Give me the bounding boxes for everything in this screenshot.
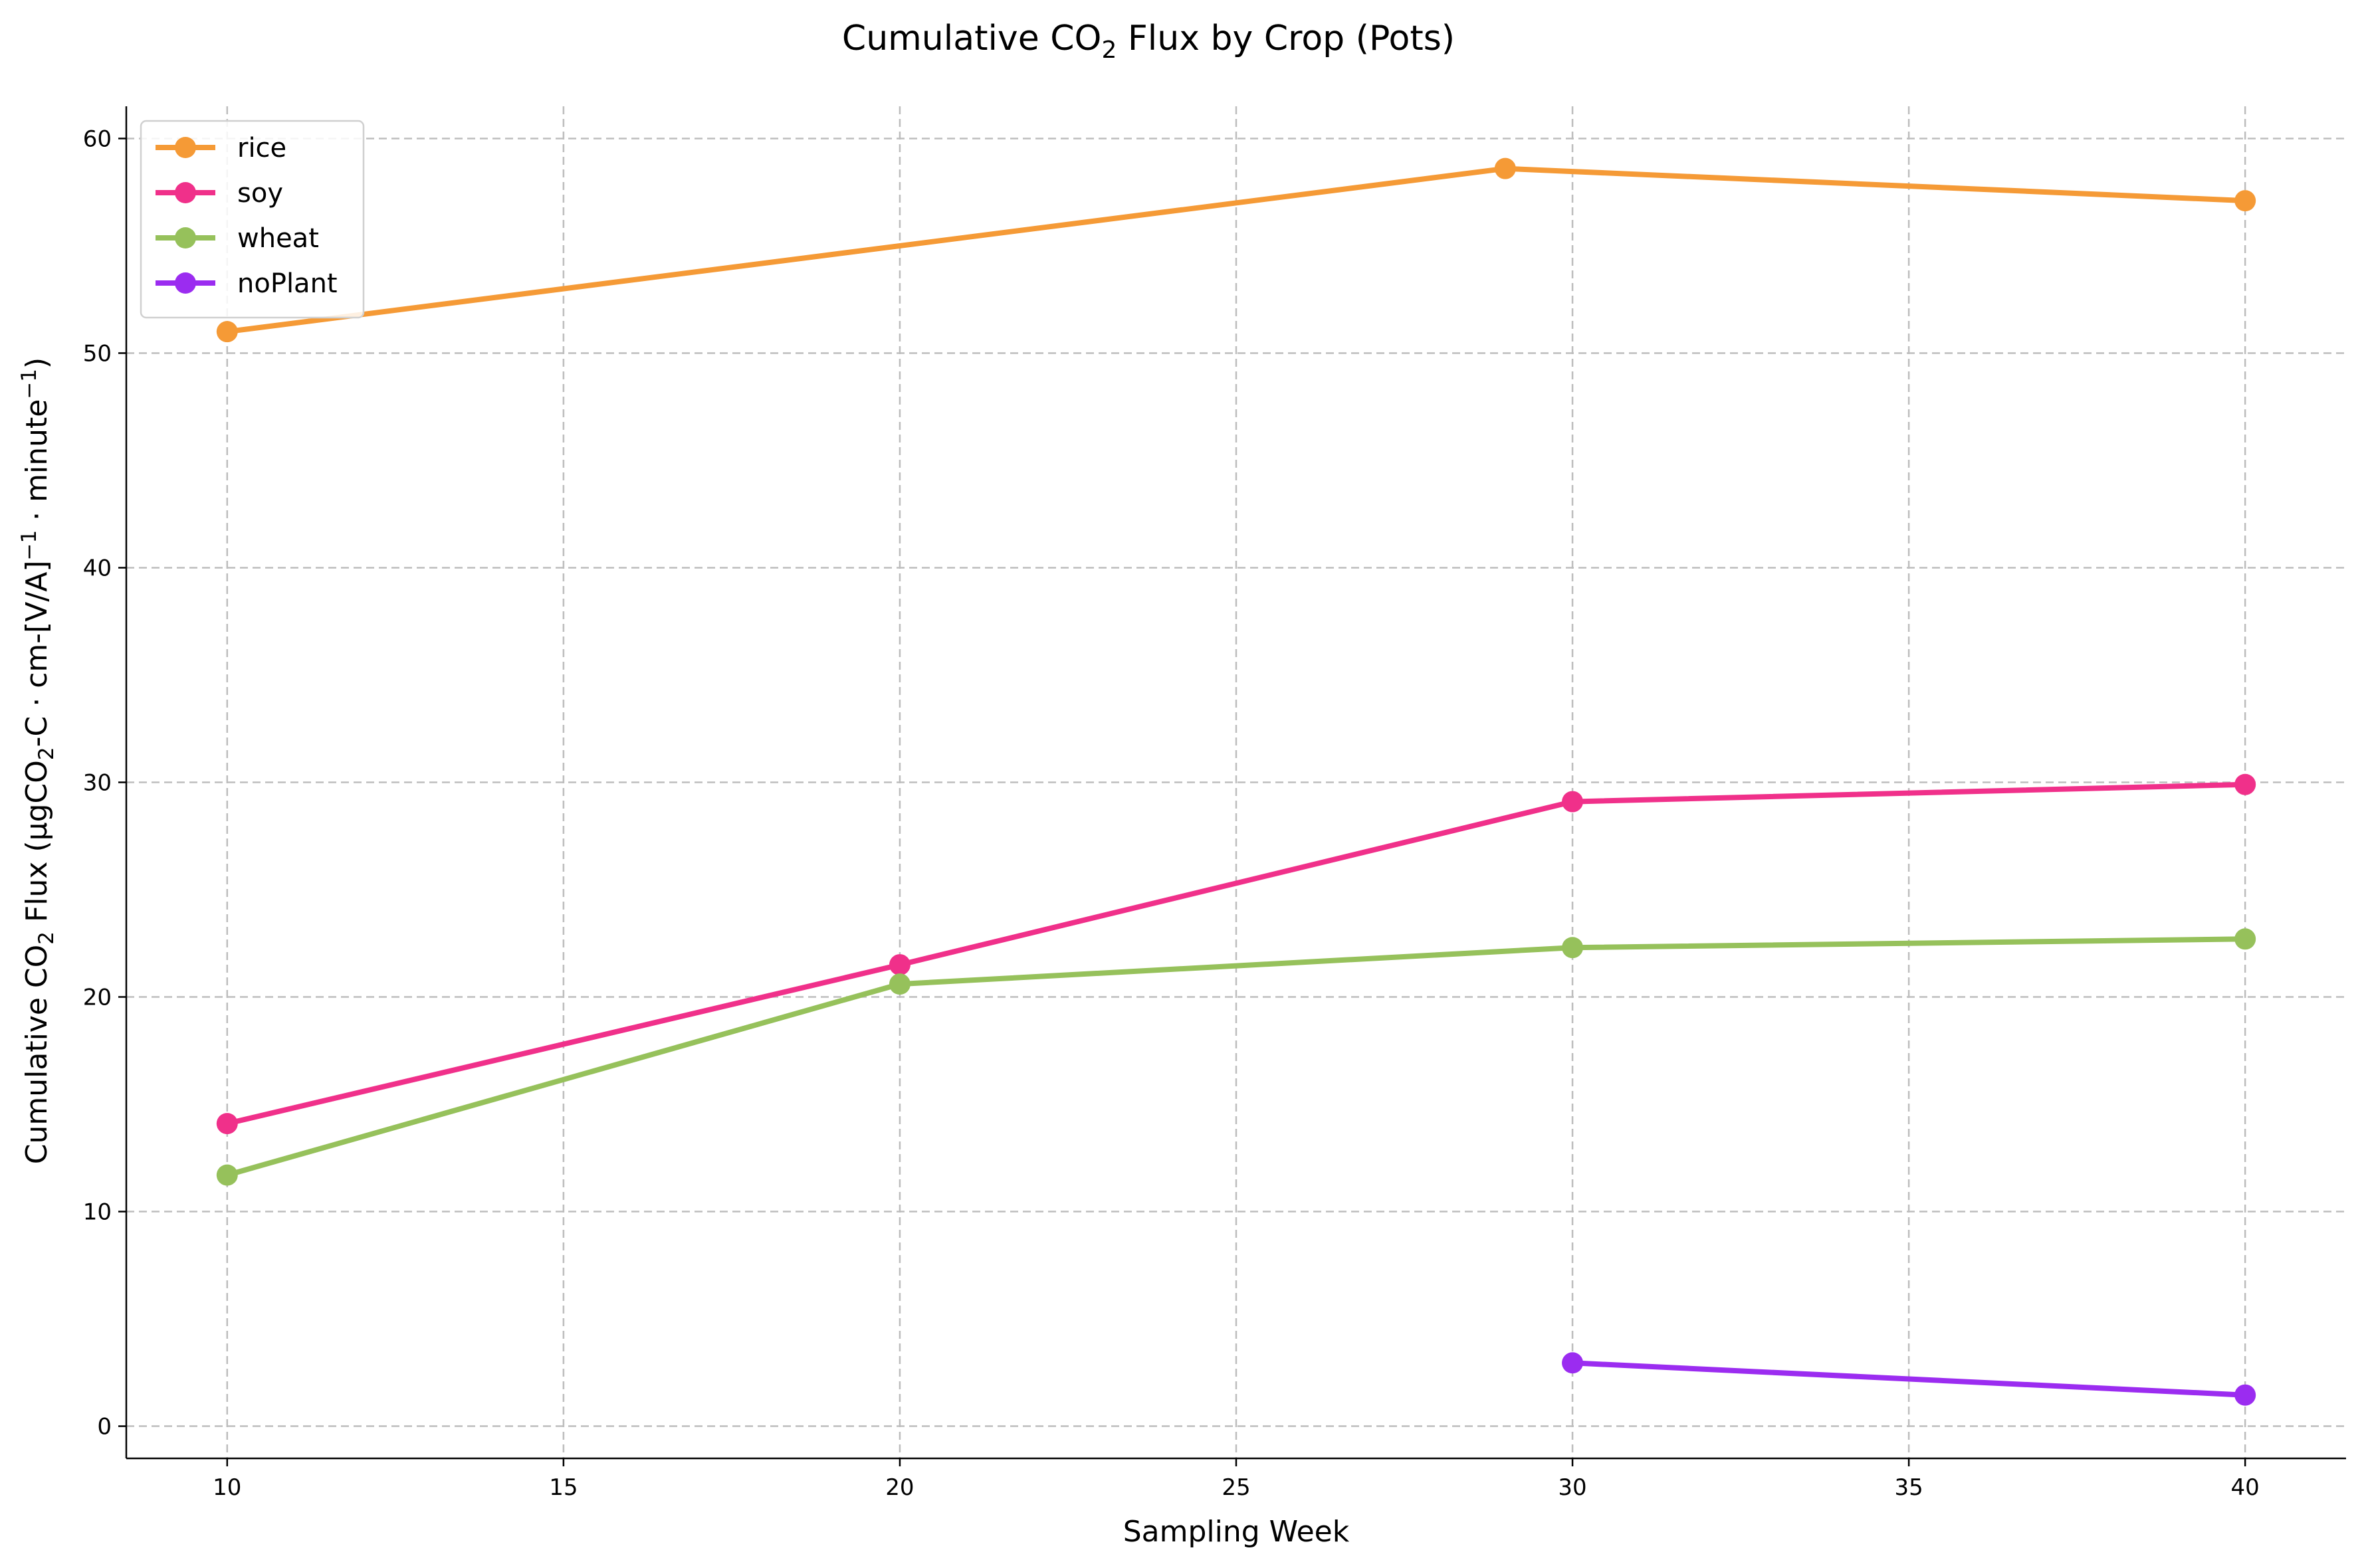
series-soy xyxy=(216,773,2256,1135)
x-tick-label: 35 xyxy=(1894,1474,1923,1501)
y-tick-label: 40 xyxy=(83,555,112,581)
y-tick-label: 10 xyxy=(83,1199,112,1226)
x-tick-label: 15 xyxy=(549,1474,578,1501)
data-point-soy xyxy=(2234,773,2256,795)
x-tick-label: 30 xyxy=(1558,1474,1586,1501)
data-point-rice xyxy=(1494,157,1516,179)
series-layer xyxy=(216,157,2256,1406)
data-point-soy xyxy=(1562,791,1584,813)
data-point-wheat xyxy=(216,1164,238,1186)
data-point-rice xyxy=(2234,190,2256,212)
series-rice xyxy=(216,157,2256,343)
legend: rice soy wheat noPlant xyxy=(140,120,365,319)
data-point-soy xyxy=(216,1113,238,1135)
data-point-noPlant xyxy=(1562,1352,1584,1374)
legend-label: rice xyxy=(237,133,286,163)
series-line-noPlant xyxy=(1570,1360,2248,1398)
data-point-soy xyxy=(889,954,911,976)
data-point-rice xyxy=(216,321,238,343)
legend-label: soy xyxy=(237,178,283,209)
y-tick-label: 60 xyxy=(83,126,112,152)
series-noPlant xyxy=(1562,1352,2256,1406)
legend-label: noPlant xyxy=(237,268,338,299)
legend-swatch-marker xyxy=(175,272,196,294)
series-line-soy xyxy=(224,781,2248,1127)
x-tick-label: 40 xyxy=(2231,1474,2260,1501)
legend-label: wheat xyxy=(237,223,319,254)
y-tick-label: 30 xyxy=(83,770,112,797)
legend-item-wheat: wheat xyxy=(156,223,319,254)
series-line-wheat xyxy=(224,936,2248,1178)
x-tick-label: 20 xyxy=(885,1474,914,1501)
legend-item-rice: rice xyxy=(156,133,286,163)
chart-title: Cumulative CO2 Flux by Crop (Pots) xyxy=(842,19,1455,64)
x-tick-label: 10 xyxy=(213,1474,241,1501)
legend-swatch-marker xyxy=(175,137,196,158)
legend-item-soy: soy xyxy=(156,178,283,209)
data-point-wheat xyxy=(889,973,911,995)
legend-swatch-marker xyxy=(175,227,196,248)
axes: 10 15 20 25 30 35 40 0 10 20 30 40 50 60 xyxy=(83,106,2346,1501)
data-point-noPlant xyxy=(2234,1384,2256,1406)
y-tick-label: 50 xyxy=(83,340,112,367)
x-tick-label: 25 xyxy=(1222,1474,1250,1501)
x-axis-label: Sampling Week xyxy=(1123,1515,1350,1549)
y-tick-label: 0 xyxy=(97,1414,112,1440)
y-tick-label: 20 xyxy=(83,985,112,1011)
legend-swatch-marker xyxy=(175,182,196,203)
y-axis-label: Cumulative CO2 Flux (µgCO2-C · cm-[V/A]−… xyxy=(17,357,58,1164)
legend-box xyxy=(140,120,365,319)
grid-lines xyxy=(126,106,2346,1458)
data-point-wheat xyxy=(2234,928,2256,950)
legend-item-noPlant: noPlant xyxy=(156,268,338,299)
series-wheat xyxy=(216,928,2256,1186)
data-point-wheat xyxy=(1562,937,1584,959)
